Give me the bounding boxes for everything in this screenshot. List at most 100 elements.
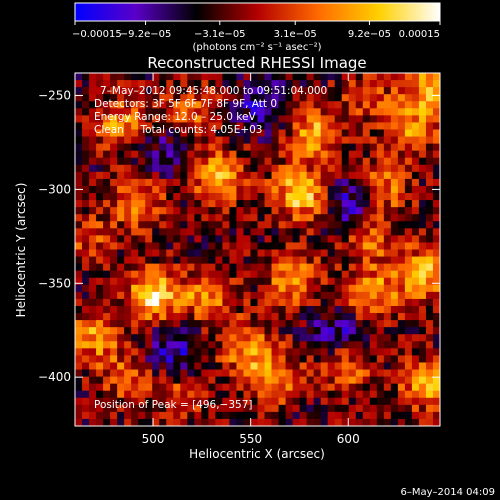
heatmap-cell: [362, 143, 371, 152]
heatmap-cell: [243, 115, 251, 123]
heatmap-cell: [173, 73, 181, 81]
heatmap-cell: [348, 185, 357, 194]
heatmap-cell: [138, 171, 146, 180]
heatmap-cell: [180, 305, 188, 314]
heatmap-cell: [425, 298, 434, 307]
heatmap-cell: [432, 270, 440, 279]
heatmap-cell: [341, 348, 350, 356]
heatmap-cell: [208, 355, 216, 363]
heatmap-cell: [229, 108, 237, 116]
heatmap-cell: [313, 341, 322, 349]
heatmap-cell: [313, 108, 322, 116]
heatmap-cell: [271, 171, 279, 180]
heatmap-cell: [124, 157, 132, 166]
heatmap-cell: [124, 80, 132, 88]
heatmap-cell: [229, 411, 237, 420]
heatmap-cell: [425, 249, 434, 257]
heatmap-cell: [257, 235, 265, 243]
heatmap-cell: [264, 277, 272, 286]
heatmap-cell: [222, 221, 230, 229]
heatmap-cell: [194, 200, 202, 208]
heatmap-cell: [341, 108, 350, 116]
heatmap-cell: [257, 122, 265, 130]
heatmap-cell: [313, 178, 322, 187]
heatmap-cell: [159, 327, 167, 335]
heatmap-cell: [229, 390, 237, 399]
heatmap-cell: [96, 214, 104, 222]
heatmap-cell: [222, 418, 230, 426]
heatmap-cell: [194, 362, 202, 370]
heatmap-cell: [82, 411, 90, 420]
heatmap-cell: [75, 362, 83, 370]
heatmap-cell: [299, 263, 308, 272]
heatmap-cell: [299, 87, 308, 95]
heatmap-cell: [159, 136, 167, 144]
heatmap-cell: [96, 418, 104, 426]
heatmap-cell: [166, 115, 174, 123]
heatmap-cell: [306, 214, 315, 222]
heatmap-cell: [362, 207, 371, 215]
heatmap-cell: [299, 150, 308, 159]
heatmap-cell: [208, 277, 216, 286]
heatmap-cell: [75, 291, 83, 300]
heatmap-cell: [187, 200, 195, 208]
heatmap-cell: [208, 313, 216, 321]
heatmap-cell: [320, 390, 329, 399]
heatmap-cell: [397, 80, 406, 88]
heatmap-cell: [397, 411, 406, 420]
heatmap-cell: [117, 164, 125, 173]
heatmap-cell: [299, 249, 308, 257]
heatmap-cell: [208, 150, 216, 159]
heatmap-cell: [250, 277, 258, 286]
heatmap-cell: [264, 157, 272, 166]
heatmap-cell: [369, 313, 378, 321]
heatmap-cell: [418, 150, 427, 159]
heatmap-cell: [229, 341, 237, 349]
heatmap-cell: [285, 200, 293, 208]
heatmap-cell: [404, 101, 413, 109]
heatmap-cell: [82, 143, 90, 152]
heatmap-cell: [103, 291, 111, 300]
heatmap-cell: [229, 101, 237, 109]
heatmap-cell: [145, 108, 153, 116]
heatmap-cell: [243, 305, 251, 314]
heatmap-cell: [376, 80, 385, 88]
heatmap-cell: [152, 376, 160, 385]
heatmap-cell: [75, 80, 83, 88]
heatmap-cell: [166, 157, 174, 166]
heatmap-cell: [131, 369, 139, 377]
heatmap-cell: [229, 263, 237, 272]
heatmap-cell: [110, 108, 118, 116]
heatmap-cell: [425, 80, 434, 88]
heatmap-cell: [166, 256, 174, 265]
heatmap-cell: [96, 129, 104, 137]
heatmap-cell: [271, 313, 279, 321]
heatmap-cell: [187, 228, 195, 236]
heatmap-cell: [369, 164, 378, 173]
heatmap-cell: [180, 235, 188, 243]
heatmap-cell: [215, 376, 223, 385]
heatmap-cell: [320, 369, 329, 377]
heatmap-cell: [369, 115, 378, 123]
heatmap-cell: [320, 397, 329, 406]
heatmap-cell: [390, 313, 399, 321]
heatmap-cell: [376, 221, 385, 229]
heatmap-cell: [103, 390, 111, 399]
heatmap-cell: [264, 270, 272, 279]
heatmap-cell: [383, 249, 392, 257]
heatmap-cell: [390, 178, 399, 187]
heatmap-cell: [397, 150, 406, 159]
heatmap-cell: [432, 136, 440, 144]
heatmap-cell: [173, 418, 181, 426]
heatmap-cell: [341, 136, 350, 144]
heatmap-cell: [341, 376, 350, 385]
heatmap-cell: [404, 185, 413, 194]
heatmap-cell: [278, 129, 286, 137]
heatmap-cell: [327, 200, 336, 208]
heatmap-cell: [390, 193, 399, 201]
heatmap-cell: [243, 270, 251, 279]
heatmap-cell: [124, 411, 132, 420]
heatmap-cell: [236, 334, 244, 342]
heatmap-cell: [411, 178, 420, 187]
heatmap-cell: [355, 277, 364, 286]
